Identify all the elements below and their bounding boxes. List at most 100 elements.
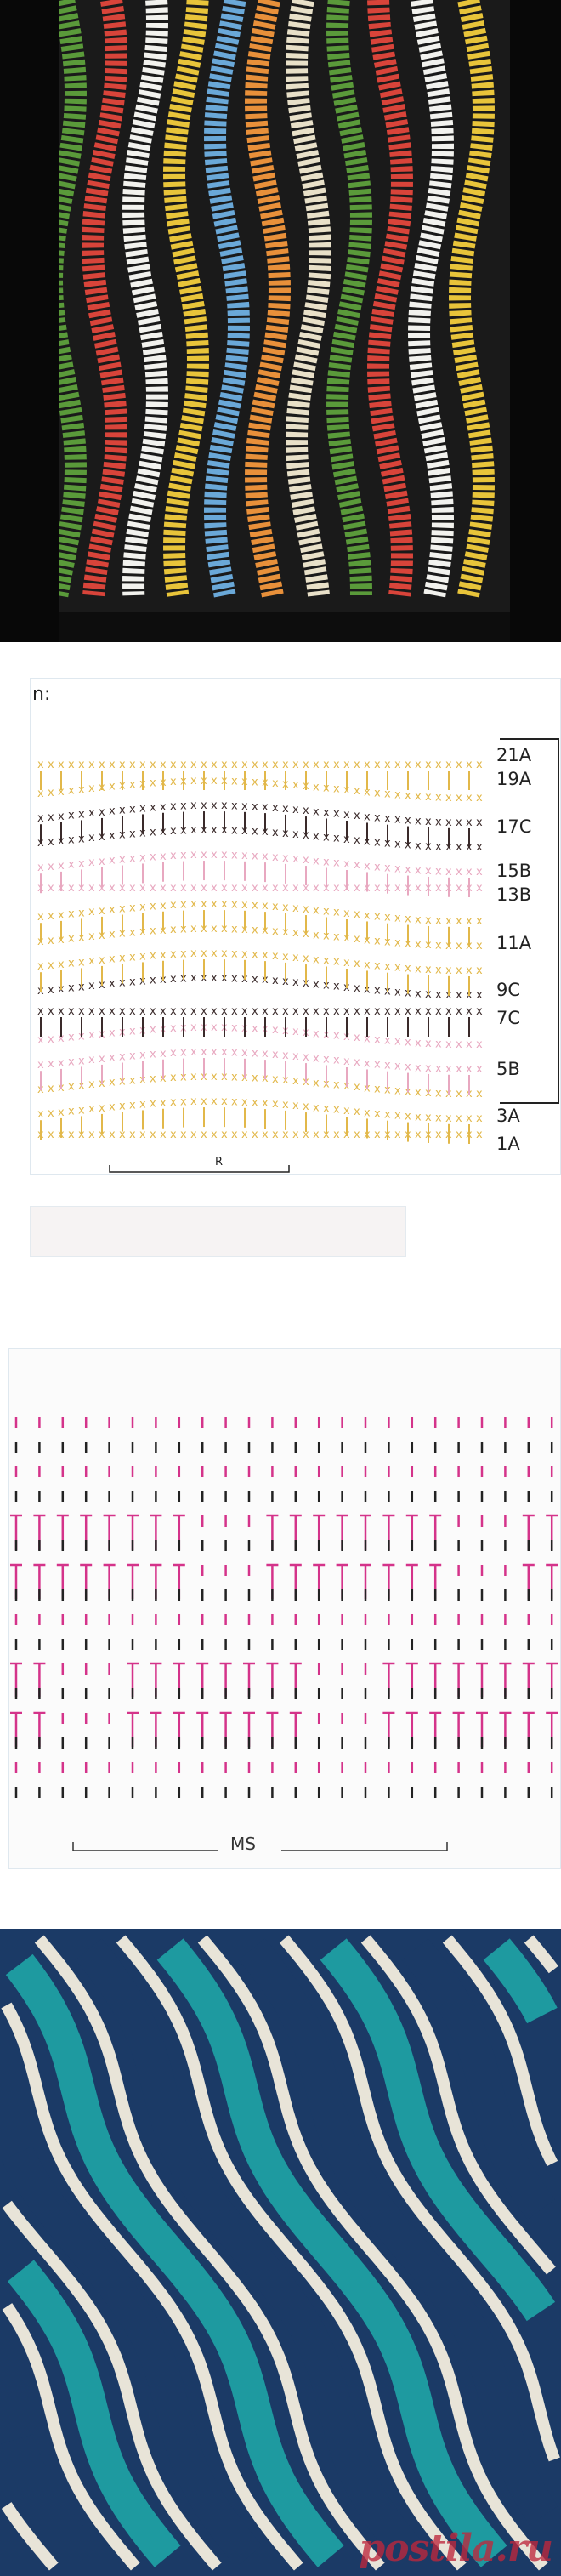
stitch-x: x	[190, 923, 197, 935]
crochet-top-photo	[0, 0, 561, 642]
stitch-x: x	[272, 759, 279, 771]
stitch-x: x	[78, 857, 85, 870]
stitch-x: x	[211, 1071, 218, 1083]
stitch-x: x	[109, 1052, 116, 1065]
stitch-x: x	[48, 984, 54, 997]
stitch-x: x	[109, 1005, 116, 1018]
stitch-x: x	[170, 1129, 177, 1141]
stitch-x: x	[68, 834, 75, 847]
stitch-x: x	[272, 1073, 279, 1086]
stitch-x: x	[211, 824, 218, 837]
stitch-x: x	[364, 1032, 371, 1045]
row-label: 1A	[496, 1134, 520, 1154]
stitch-x: x	[241, 899, 248, 912]
stitch-x: x	[384, 813, 391, 826]
stitch-x: x	[456, 866, 462, 879]
stitch-x: x	[119, 1129, 126, 1141]
stitch-x: x	[456, 841, 462, 854]
stitch-x: x	[354, 785, 360, 798]
stitch-x: x	[354, 933, 360, 946]
stitch-x: x	[129, 926, 136, 939]
stitch-x: x	[425, 759, 432, 771]
stitch-x: x	[119, 952, 126, 965]
stitch-x: x	[221, 1129, 228, 1141]
stitch-x: x	[354, 1056, 360, 1069]
yarn-stripe	[82, 0, 128, 597]
row-label: 5B	[496, 1059, 520, 1079]
stitch-x: x	[139, 950, 146, 963]
stitch-x: x	[415, 815, 422, 827]
stitch-x: x	[272, 851, 279, 864]
yarn-stripe	[408, 0, 454, 598]
stitch-x: x	[466, 759, 473, 771]
stitch-x: x	[364, 1057, 371, 1070]
stitch-x: x	[109, 904, 116, 917]
stitch-x: x	[150, 975, 156, 987]
stitch-x: x	[476, 1005, 483, 1018]
stitch-x: x	[150, 901, 156, 913]
stitch-x: x	[109, 1077, 116, 1089]
stitch-x: x	[211, 882, 218, 895]
row-label: 9C	[496, 980, 521, 1000]
stitch-x: x	[190, 1071, 197, 1083]
stitch-x: x	[354, 1005, 360, 1018]
stitch-x: x	[252, 850, 258, 862]
stitch-x: x	[129, 759, 136, 771]
stitch-x: x	[150, 1098, 156, 1111]
stitch-x: x	[292, 1026, 299, 1038]
yarn-band	[320, 1938, 556, 2322]
wave-blanket-photo: postila.ru	[0, 1929, 561, 2576]
stitch-x: x	[139, 802, 146, 815]
stitch-x: x	[99, 905, 105, 918]
stitch-x: x	[48, 1058, 54, 1071]
stitch-x: x	[231, 1005, 238, 1018]
stitch-x: x	[262, 1129, 269, 1141]
stitch-x: x	[435, 939, 442, 952]
stitch-x: x	[190, 1095, 197, 1108]
stitch-x: x	[333, 833, 340, 845]
stitch-x: x	[445, 792, 452, 805]
stitch-x: x	[272, 1049, 279, 1061]
stitch-x: x	[68, 1032, 75, 1044]
stitch-x: x	[150, 950, 156, 963]
stitch-x: x	[364, 860, 371, 873]
stitch-x: x	[88, 759, 95, 771]
stitch-x: x	[415, 864, 422, 877]
stitch-x: x	[129, 852, 136, 865]
stitch-x: x	[343, 1031, 350, 1043]
stitch-x: x	[139, 1098, 146, 1111]
stitch-x: x	[374, 862, 381, 874]
stitch-x: x	[88, 807, 95, 820]
crochet-stripes-image	[0, 0, 561, 642]
stitch-x: x	[99, 1102, 105, 1115]
stitch-x: x	[313, 1129, 320, 1141]
stitch-x: x	[150, 1024, 156, 1037]
stitch-x: x	[180, 800, 187, 813]
stitch-x: x	[170, 825, 177, 838]
stitch-x: x	[323, 905, 330, 918]
stitch-x: x	[68, 1129, 75, 1141]
stitch-x: x	[180, 850, 187, 862]
stitch-x: x	[466, 816, 473, 829]
stitch-x: x	[221, 799, 228, 812]
stitch-x: x	[170, 1022, 177, 1035]
stitch-x: x	[292, 804, 299, 816]
stitch-x: x	[221, 1005, 228, 1018]
stitch-x: x	[119, 854, 126, 867]
stitch-x: x	[374, 759, 381, 771]
stitch-x: x	[78, 1055, 85, 1067]
stitch-x: x	[343, 1005, 350, 1018]
stitch-x: x	[435, 840, 442, 853]
stitch-x: x	[323, 1129, 330, 1141]
stitch-x: x	[394, 962, 401, 975]
stitch-x: x	[292, 976, 299, 989]
stitch-x: x	[48, 882, 54, 895]
stitch-x: x	[109, 978, 116, 991]
stitch-x: x	[333, 808, 340, 821]
stitch-x: x	[445, 1063, 452, 1076]
yarn-stripe	[326, 0, 372, 596]
stitch-x: x	[190, 775, 197, 788]
stitch-x: x	[405, 1005, 411, 1018]
stitch-x: x	[190, 799, 197, 812]
stitch-x: x	[415, 759, 422, 771]
